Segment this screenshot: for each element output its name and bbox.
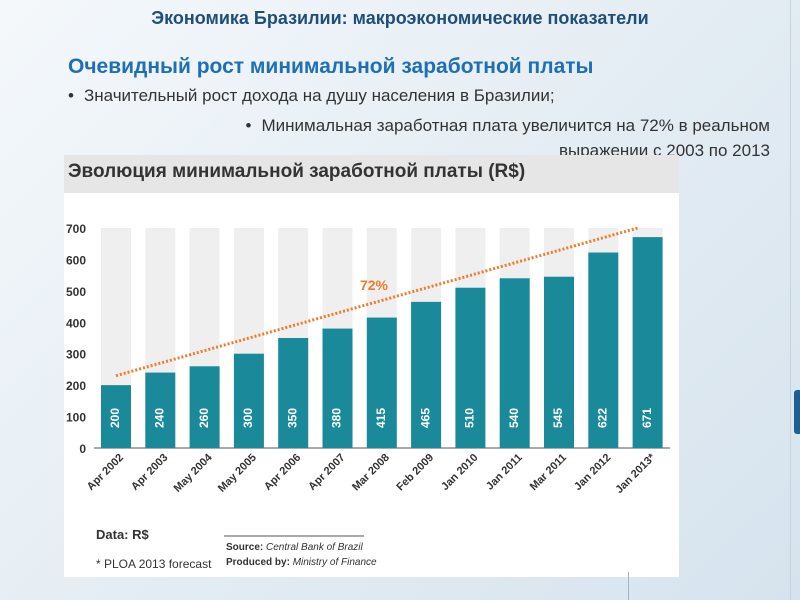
produced-by-text: Produced by: Ministry of Finance — [226, 557, 377, 568]
x-category-label: Mar 2011 — [528, 452, 569, 493]
bar-value-label: 465 — [418, 408, 432, 428]
bar — [544, 276, 574, 448]
bar — [411, 301, 442, 448]
forecast-note: * PLOA 2013 forecast — [96, 557, 212, 571]
bar — [189, 366, 220, 448]
trend-label: 72% — [360, 277, 389, 293]
x-category-label: Apr 2007 — [306, 452, 347, 493]
decor-line — [628, 572, 629, 600]
bar-value-label: 415 — [374, 408, 388, 428]
bar-value-label: 540 — [507, 408, 521, 428]
x-category-label: Mar 2008 — [350, 452, 392, 494]
bar-value-label: 671 — [640, 408, 654, 428]
x-category-label: Jan 2012 — [572, 452, 613, 493]
bar-value-label: 622 — [595, 408, 609, 428]
bullet-2-text-line1: Минимальная заработная плата увеличится … — [261, 116, 770, 135]
bar — [588, 252, 619, 448]
bar — [278, 338, 309, 448]
data-unit-label: Data: R$ — [96, 527, 150, 542]
x-category-label: Apr 2003 — [129, 452, 170, 493]
x-category-label: Jan 2011 — [484, 452, 525, 493]
y-tick-label: 500 — [66, 285, 86, 299]
chart-title: Эволюция минимальной заработной платы (R… — [68, 161, 526, 182]
x-category-label: Apr 2002 — [85, 452, 126, 493]
bar-value-label: 380 — [330, 408, 344, 428]
chart-header: Эволюция минимальной заработной платы (R… — [64, 155, 679, 193]
bar — [632, 237, 663, 448]
bar-value-label: 240 — [152, 408, 166, 428]
decor-line — [790, 0, 791, 600]
bar-value-label: 200 — [108, 408, 122, 428]
y-tick-label: 0 — [79, 442, 86, 456]
y-tick-label: 700 — [66, 222, 86, 236]
y-tick-label: 400 — [66, 316, 86, 330]
x-category-label: May 2005 — [216, 452, 259, 495]
bar-value-label: 545 — [551, 408, 565, 428]
bar-value-label: 510 — [463, 408, 477, 428]
bar — [499, 278, 530, 448]
side-accent — [794, 390, 800, 434]
bar — [145, 372, 176, 448]
x-category-label: Apr 2006 — [262, 452, 303, 493]
x-category-label: Feb 2009 — [394, 452, 436, 494]
bar — [366, 317, 397, 448]
x-category-label: Jan 2013* — [613, 451, 658, 496]
bar-value-label: 350 — [285, 408, 299, 428]
bar-chart: 0 100 200 300 400 500 600 700 200 Apr 2002 240 Apr … — [66, 222, 670, 571]
bar-value-label: 300 — [241, 408, 255, 428]
bullet-dot-icon: • — [68, 86, 74, 105]
x-category-label: Jan 2010 — [439, 452, 480, 493]
bullet-dot-icon: • — [245, 116, 252, 135]
chart-panel: Эволюция минимальной заработной платы (R… — [64, 155, 679, 577]
slide-subtitle: Очевидный рост минимальной заработной пл… — [68, 55, 594, 78]
bar — [455, 287, 486, 448]
y-tick-label: 100 — [66, 411, 86, 425]
bar — [101, 385, 131, 448]
bar-value-label: 260 — [197, 408, 211, 428]
bar — [233, 353, 264, 448]
y-tick-label: 600 — [66, 253, 86, 267]
bullet-1-text: Значительный рост дохода на душу населен… — [83, 86, 555, 105]
slide-title: Экономика Бразилии: макроэкономические п… — [151, 8, 649, 28]
bullet-1: • Значительный рост дохода на душу населе… — [68, 86, 555, 106]
y-tick-label: 200 — [66, 379, 86, 393]
x-category-label: May 2004 — [172, 451, 216, 495]
source-text: Source: Central Bank of Brazil — [226, 542, 364, 553]
y-tick-label: 300 — [66, 348, 86, 362]
bar — [322, 328, 353, 448]
